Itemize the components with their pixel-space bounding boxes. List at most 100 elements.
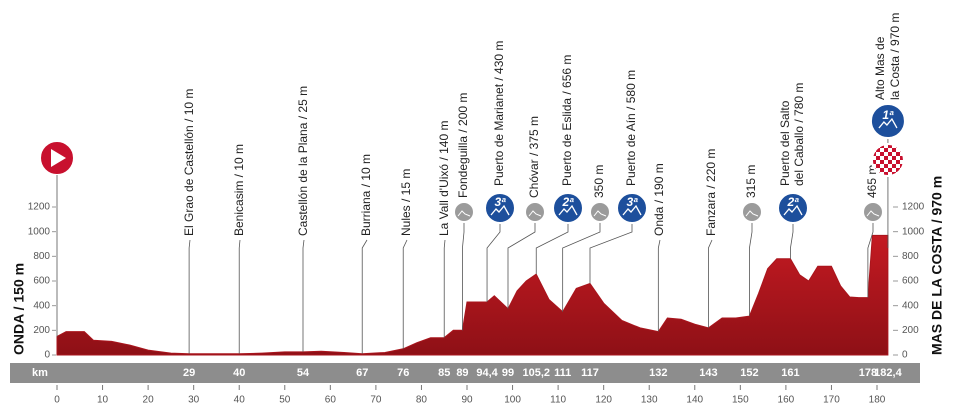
x-tick-label: 110 bbox=[550, 395, 566, 406]
km-bar bbox=[10, 363, 920, 383]
waypoint-km: 111 bbox=[554, 367, 571, 379]
x-tick-label: 30 bbox=[188, 395, 200, 406]
y-tick-label: 600 bbox=[33, 276, 50, 287]
y-tick-label: 800 bbox=[33, 251, 50, 262]
badge-mountain bbox=[866, 210, 880, 217]
badge-mountain bbox=[490, 204, 510, 216]
waypoint-km: 67 bbox=[356, 367, 368, 379]
waypoint-km: 152 bbox=[740, 367, 758, 379]
waypoint-km: 89 bbox=[456, 367, 468, 379]
x-tick-label: 40 bbox=[234, 395, 246, 406]
waypoint-name: Puerto de Aín / 580 m bbox=[624, 70, 638, 186]
waypoint-name: la Costa / 970 m bbox=[888, 13, 902, 100]
y-tick-label-right: 800 bbox=[902, 251, 919, 262]
finish-flag bbox=[870, 143, 905, 177]
badge-mountain bbox=[457, 210, 471, 217]
leader-line bbox=[749, 212, 753, 317]
leader-line bbox=[188, 239, 191, 354]
waypoint-name: Puerto de Eslida / 656 m bbox=[560, 55, 574, 186]
waypoint-km: 105,2 bbox=[522, 367, 550, 379]
y-tick-label-right: 600 bbox=[902, 276, 919, 287]
waypoint-name: Nules / 15 m bbox=[399, 169, 413, 236]
leader-line bbox=[302, 239, 305, 352]
waypoint-km: 29 bbox=[183, 367, 195, 379]
climb-badge bbox=[777, 192, 809, 224]
waypoint-name: Burriana / 10 m bbox=[359, 154, 373, 236]
x-tick-label: 150 bbox=[732, 395, 749, 406]
climb-badge bbox=[741, 201, 763, 223]
x-tick-label: 140 bbox=[686, 395, 703, 406]
climb-badge bbox=[589, 201, 611, 223]
x-tick-label: 80 bbox=[416, 395, 428, 406]
leader-line bbox=[402, 239, 408, 349]
waypoint-km: 117 bbox=[581, 367, 599, 379]
waypoint-name: Fanzara / 220 m bbox=[704, 149, 718, 236]
y-tick-label-right: 200 bbox=[902, 325, 919, 336]
finish-label: MAS DE LA COSTA / 970 m bbox=[929, 176, 945, 355]
climb-badge bbox=[862, 201, 884, 223]
badge-category: 1ª bbox=[882, 108, 894, 122]
waypoint-km: 76 bbox=[397, 367, 409, 379]
climb-badge bbox=[616, 192, 648, 224]
waypoint-name: 465 m bbox=[865, 165, 879, 198]
leader-line bbox=[657, 239, 661, 332]
x-tick-label: 60 bbox=[325, 395, 337, 406]
waypoint-name: Fondeguilla / 200 m bbox=[456, 93, 470, 198]
leader-line bbox=[361, 239, 368, 354]
waypoint-km: 94,4 bbox=[476, 367, 498, 379]
y-tick-label: 400 bbox=[33, 300, 50, 311]
x-tick-label: 50 bbox=[279, 395, 291, 406]
waypoint-km: 99 bbox=[502, 367, 514, 379]
waypoint-km: 54 bbox=[297, 367, 310, 379]
badge-mountain bbox=[783, 204, 803, 216]
waypoint-name: Chóvar / 375 m bbox=[527, 116, 541, 198]
x-tick-label: 130 bbox=[641, 395, 658, 406]
y-tick-label-right: 1000 bbox=[902, 226, 925, 237]
waypoint-name: 315 m bbox=[744, 165, 758, 198]
y-tick-label: 0 bbox=[44, 350, 50, 361]
waypoint-name: Puerto del Salto bbox=[778, 100, 792, 186]
badge-mountain bbox=[878, 117, 898, 129]
climb-badge bbox=[869, 103, 906, 139]
badge-mountain bbox=[622, 204, 642, 216]
x-tick-label: 10 bbox=[97, 395, 109, 406]
y-tick-label: 1000 bbox=[28, 226, 51, 237]
x-tick-label: 90 bbox=[461, 395, 473, 406]
waypoint-name: Onda / 190 m bbox=[652, 163, 666, 236]
x-tick-label: 70 bbox=[370, 395, 382, 406]
y-tick-label: 1200 bbox=[28, 202, 51, 213]
waypoint-name: El Grao de Castellón / 10 m bbox=[182, 89, 196, 236]
elevation-profile bbox=[56, 234, 889, 356]
waypoint-km: 178 bbox=[859, 367, 877, 379]
x-tick-label: 20 bbox=[143, 395, 155, 406]
badge-mountain bbox=[593, 210, 607, 217]
climb-badge bbox=[453, 201, 475, 223]
climb-badge bbox=[524, 201, 546, 223]
badge-category: 2ª bbox=[786, 195, 799, 209]
x-tick-label: 180 bbox=[869, 395, 886, 406]
climb-badge bbox=[552, 192, 584, 224]
y-tick-label-right: 400 bbox=[902, 300, 919, 311]
y-tick-label: 200 bbox=[33, 325, 50, 336]
waypoint-km: 132 bbox=[649, 367, 667, 379]
waypoint-km: 85 bbox=[438, 367, 450, 379]
waypoint-name: La Vall d'Uixó / 140 m bbox=[437, 121, 451, 236]
waypoint-name: del Caballo / 780 m bbox=[792, 83, 806, 186]
waypoint-name: Benicasim / 10 m bbox=[232, 144, 246, 236]
waypoint-name: Castellón de la Plana / 25 m bbox=[296, 86, 310, 236]
leader-line bbox=[462, 212, 465, 331]
leader-line bbox=[708, 239, 713, 328]
x-tick-label: 170 bbox=[823, 395, 840, 406]
waypoint-km: 40 bbox=[233, 367, 245, 379]
waypoint-km: 161 bbox=[781, 367, 799, 379]
start-label: ONDA / 150 m bbox=[11, 263, 27, 355]
badge-category: 3ª bbox=[494, 195, 506, 209]
y-tick-label-right: 0 bbox=[902, 350, 908, 361]
waypoint-km: 143 bbox=[699, 367, 717, 379]
waypoint-name: Alto Mas de bbox=[873, 36, 887, 100]
climb-badge bbox=[484, 192, 516, 224]
x-tick-label: 120 bbox=[595, 395, 612, 406]
x-tick-label: 160 bbox=[778, 395, 795, 406]
badge-category: 2ª bbox=[561, 195, 574, 209]
